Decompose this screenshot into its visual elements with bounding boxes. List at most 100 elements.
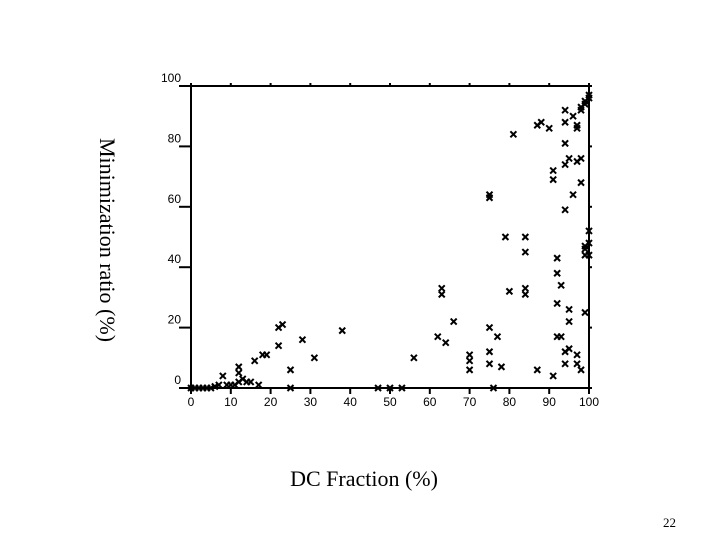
x-tick-label: 50 [383, 395, 397, 409]
data-point [298, 335, 307, 344]
data-point [278, 320, 287, 329]
data-point [438, 290, 446, 299]
x-tick-label: 30 [304, 395, 318, 409]
axis-ticks: 0 20 40 60 80 100 0 10 20 30 40 50 60 70 80 90 100 [161, 71, 599, 409]
data-point [549, 372, 557, 380]
data-point [577, 366, 585, 374]
data-point [286, 366, 295, 374]
data-point [565, 305, 573, 314]
data-point [235, 369, 243, 377]
data-point [398, 384, 406, 392]
data-point [215, 381, 223, 389]
data-point [262, 351, 271, 359]
data-point [374, 384, 382, 392]
data-point [581, 308, 589, 317]
data-point [521, 284, 530, 293]
y-tick-label: 80 [168, 131, 182, 145]
data-point [585, 251, 593, 259]
data-point [434, 332, 442, 341]
data-point [211, 382, 219, 391]
data-point [274, 342, 283, 350]
data-point [545, 124, 553, 132]
data-point [537, 118, 545, 126]
data-point [553, 254, 561, 262]
data-point [553, 299, 561, 308]
data-point [557, 281, 565, 290]
data-point [585, 239, 593, 247]
data-point [485, 323, 494, 332]
data-point [465, 366, 474, 374]
data-point [493, 332, 502, 341]
data-point [497, 363, 506, 371]
data-point [573, 121, 581, 129]
data-point [465, 351, 474, 359]
data-point [485, 348, 494, 356]
x-tick-label: 60 [423, 395, 437, 409]
data-point [565, 317, 573, 326]
y-axis-label: Minimization ratio (%) [95, 137, 120, 343]
plot-frame [190, 85, 590, 389]
data-point [573, 351, 581, 359]
data-point [310, 354, 319, 362]
data-point [219, 372, 227, 380]
data-point [573, 360, 581, 368]
data-point [549, 166, 557, 175]
data-point [410, 354, 418, 362]
data-point [561, 206, 569, 214]
x-tick-label: 80 [503, 395, 517, 409]
x-tick-label: 90 [543, 395, 557, 409]
data-point [286, 384, 295, 392]
data-points [187, 91, 593, 392]
data-point [246, 378, 255, 386]
x-tick-label: 10 [224, 395, 238, 409]
data-point [438, 284, 446, 293]
data-point [338, 326, 346, 335]
data-point [565, 345, 573, 353]
data-point [553, 269, 561, 277]
data-point [449, 317, 458, 326]
data-point [509, 130, 518, 139]
data-point [485, 360, 494, 368]
x-tick-label: 40 [344, 395, 358, 409]
x-tick-label: 70 [463, 395, 477, 409]
data-point [561, 106, 569, 114]
y-tick-label: 100 [161, 71, 181, 85]
data-point [565, 154, 573, 163]
x-axis-label: DC Fraction (%) [290, 466, 438, 491]
data-point [561, 160, 569, 169]
data-point [549, 175, 557, 184]
data-point [521, 290, 530, 299]
data-point [577, 178, 585, 187]
y-tick-label: 40 [168, 252, 182, 266]
data-point [569, 112, 577, 120]
data-point [561, 139, 569, 148]
data-point [489, 384, 498, 392]
data-point [577, 154, 585, 163]
data-point [485, 191, 494, 199]
y-tick-label: 20 [168, 313, 182, 327]
data-point [505, 287, 514, 296]
data-point [207, 384, 215, 392]
data-point [585, 227, 593, 235]
data-point [254, 381, 263, 389]
data-point [501, 233, 510, 241]
data-point [386, 384, 394, 392]
data-point [235, 363, 243, 371]
x-tick-label: 20 [264, 395, 278, 409]
x-tick-label: 0 [188, 395, 195, 409]
data-point [533, 366, 541, 374]
data-point [521, 248, 530, 256]
data-point [569, 191, 577, 199]
data-point [465, 357, 474, 365]
page-number: 22 [663, 515, 676, 530]
data-point [442, 338, 450, 347]
y-tick-label: 0 [174, 373, 181, 387]
data-point [557, 332, 565, 341]
y-tick-label: 60 [168, 192, 182, 206]
data-point [521, 233, 530, 241]
data-point [250, 357, 259, 365]
data-point [561, 118, 569, 126]
data-point [585, 91, 593, 99]
data-point [561, 360, 569, 368]
